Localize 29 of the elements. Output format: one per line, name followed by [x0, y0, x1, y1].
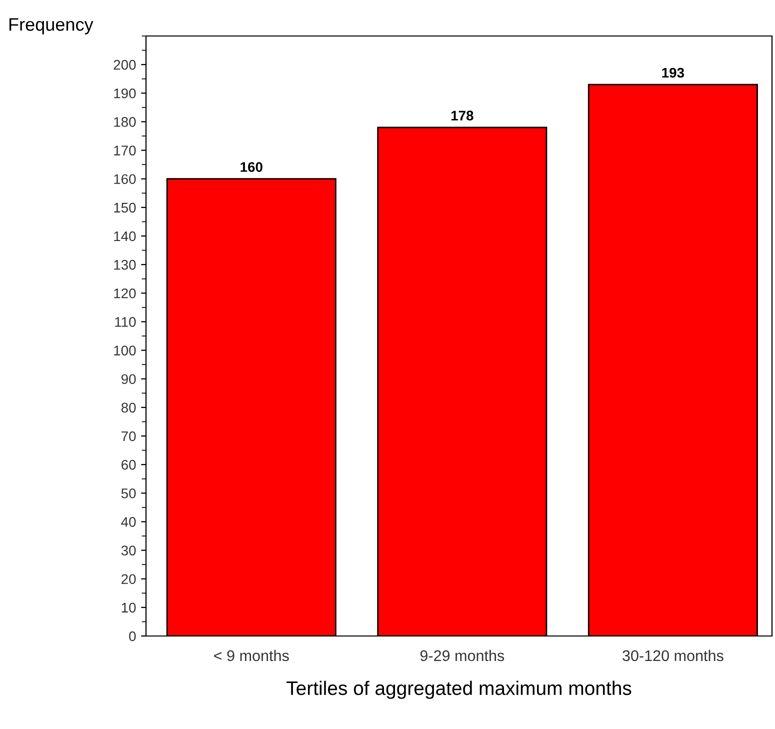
y-tick-label: 190: [114, 88, 136, 98]
y-tick-label: 110: [115, 317, 136, 327]
y-tick-label: 160: [114, 174, 136, 184]
y-tick-label: 140: [114, 231, 136, 242]
y-tick-label: 150: [114, 202, 136, 213]
y-tick-label: 200: [114, 60, 136, 70]
x-axis-title: Tertiles of aggregated maximum months: [286, 680, 632, 699]
y-tick-label: 100: [114, 346, 136, 356]
y-tick-label: 30: [121, 546, 136, 556]
y-tick-label: 10: [122, 602, 136, 613]
y-tick-label: 40: [121, 517, 136, 527]
y-tick-label: 70: [122, 431, 136, 442]
y-tick-label: 50: [121, 488, 136, 498]
data-label: 160: [240, 162, 262, 172]
y-tick-label: 120: [114, 288, 136, 298]
y-tick-label: 60: [122, 460, 136, 470]
y-tick-label: 0: [129, 631, 136, 642]
y-tick-label: 180: [114, 117, 136, 127]
y-tick-label: 90: [121, 374, 136, 384]
y-tick-label: 80: [121, 402, 136, 413]
y-tick-label: 170: [114, 146, 136, 156]
data-label: 178: [451, 110, 474, 121]
y-tick-label: 20: [122, 574, 136, 584]
x-tick-label: < 9 months: [214, 650, 289, 662]
y-axis-title: Frequency: [9, 18, 94, 34]
y-tick-label: 130: [114, 260, 136, 270]
x-tick-label: 9-29 months: [420, 650, 504, 662]
x-tick-label: 30-120 months: [622, 650, 724, 662]
data-label: 193: [662, 68, 684, 78]
